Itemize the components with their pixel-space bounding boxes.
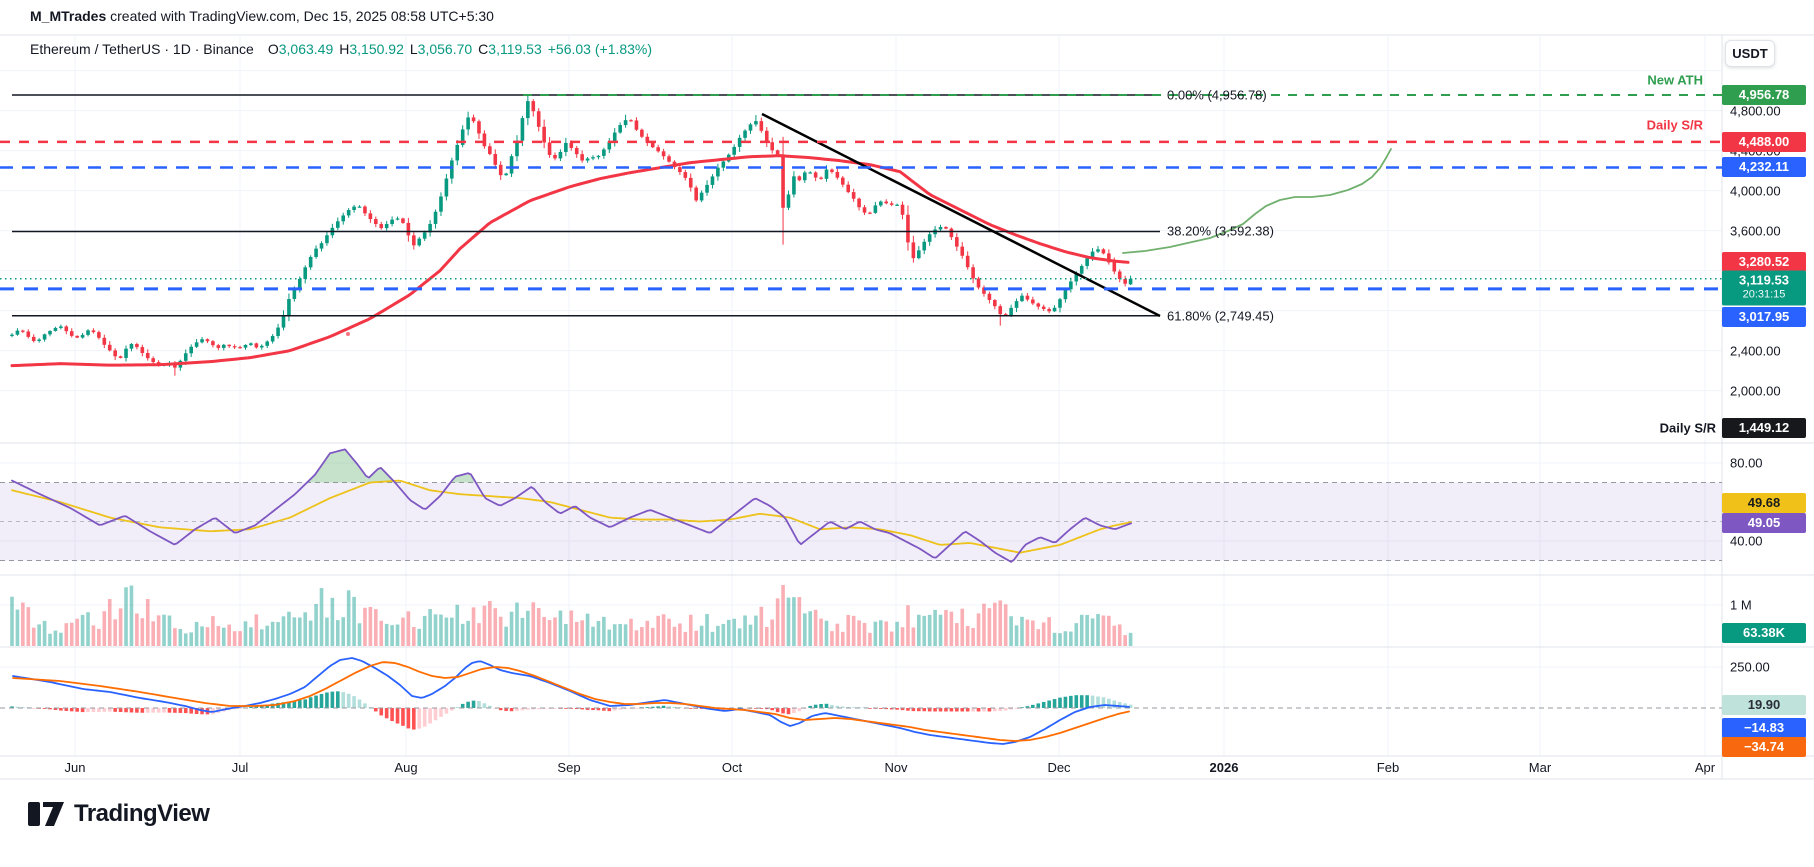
new-ath-label: New ATH <box>1647 72 1703 88</box>
tradingview-logo[interactable]: TradingView <box>28 798 210 830</box>
ohlc-key: H <box>339 41 350 57</box>
time-axis-label: Sep <box>557 760 581 775</box>
tradingview-logo-text: TradingView <box>74 800 210 827</box>
last-price-badge: 3,119.53 20:31:15 <box>1722 270 1806 306</box>
ohlc-key: L <box>409 41 418 57</box>
ohlc-value: 3,150.92 <box>349 41 404 57</box>
macd-hist-badge: 19.90 <box>1722 695 1806 715</box>
ohlc-value: 3,119.53 <box>488 41 542 57</box>
price-scale-tick: 4,000.00 <box>1730 183 1781 199</box>
price-scale-tick: 80.00 <box>1730 455 1763 471</box>
time-axis-label: Nov <box>884 760 908 775</box>
symbol-title[interactable]: Ethereum / TetherUS · 1D · Binance <box>30 41 254 57</box>
time-axis-label: Dec <box>1047 760 1071 775</box>
price-scale-tick: 3,600.00 <box>1730 223 1781 239</box>
daily-sr-lower-label: Daily S/R <box>1659 420 1716 436</box>
ath-price-badge: 4,956.78 <box>1722 85 1806 105</box>
time-axis-label: Aug <box>394 760 418 775</box>
ma-value-badge: 3,280.52 <box>1722 252 1806 272</box>
ohlc-key: O <box>267 41 279 57</box>
time-axis-label: 2026 <box>1209 760 1239 775</box>
time-axis-label: Jul <box>231 760 249 775</box>
time-axis-label: Oct <box>721 760 743 775</box>
usdt-currency-button[interactable]: USDT <box>1725 40 1775 67</box>
change-value: +56.03 (+1.83%) <box>547 41 653 57</box>
daily-sr-upper-badge: 4,488.00 <box>1722 132 1806 152</box>
attribution-text: created with TradingView.com, Dec 15, 20… <box>106 8 494 24</box>
price-scale-tick: 40.00 <box>1730 533 1763 549</box>
attribution: M_MTrades created with TradingView.com, … <box>30 8 494 24</box>
price-scale-tick: 2,400.00 <box>1730 343 1781 359</box>
symbol-bar: Ethereum / TetherUS · 1D · Binance O3,063… <box>30 41 652 57</box>
daily-sr-upper-label: Daily S/R <box>1646 117 1703 133</box>
rsi-badge: 49.05 <box>1722 513 1806 533</box>
fib-level-label: 38.20% (3,592.38) <box>1167 223 1274 239</box>
ohlc-values: O3,063.49 H3,150.92 L3,056.70 C3,119.53 <box>262 41 542 57</box>
price-scale-tick: 2,000.00 <box>1730 383 1781 399</box>
macd-line-badge: −14.83 <box>1722 718 1806 738</box>
countdown-timer: 20:31:15 <box>1742 288 1786 301</box>
macd-signal-badge: −34.74 <box>1722 737 1806 757</box>
time-axis-label: Apr <box>1694 760 1716 775</box>
ohlc-value: 3,063.49 <box>278 41 334 57</box>
rsi-ma-badge: 49.68 <box>1722 493 1806 513</box>
tradingview-logo-icon <box>28 802 64 826</box>
author-name: M_MTrades <box>30 8 107 24</box>
fib-level-label: 61.80% (2,749.45) <box>1167 308 1274 324</box>
volume-badge: 63.38K <box>1722 623 1806 643</box>
ohlc-value: 3,056.70 <box>417 41 473 57</box>
fib-level-label: 0.00% (4,956.78) <box>1167 87 1267 103</box>
blue-level-lower-badge: 3,017.95 <box>1722 307 1806 327</box>
daily-sr-lower-badge: 1,449.12 <box>1722 418 1806 438</box>
price-scale-tick: 1 M <box>1730 597 1752 613</box>
time-axis-label: Jun <box>64 760 86 775</box>
price-scale-tick: 4,800.00 <box>1730 103 1781 119</box>
price-scale-tick: 250.00 <box>1730 659 1770 675</box>
blue-level-upper-badge: 4,232.11 <box>1722 157 1806 177</box>
time-axis-label: Feb <box>1376 760 1400 775</box>
ohlc-key: C <box>478 41 489 57</box>
time-axis-label: Mar <box>1528 760 1552 775</box>
